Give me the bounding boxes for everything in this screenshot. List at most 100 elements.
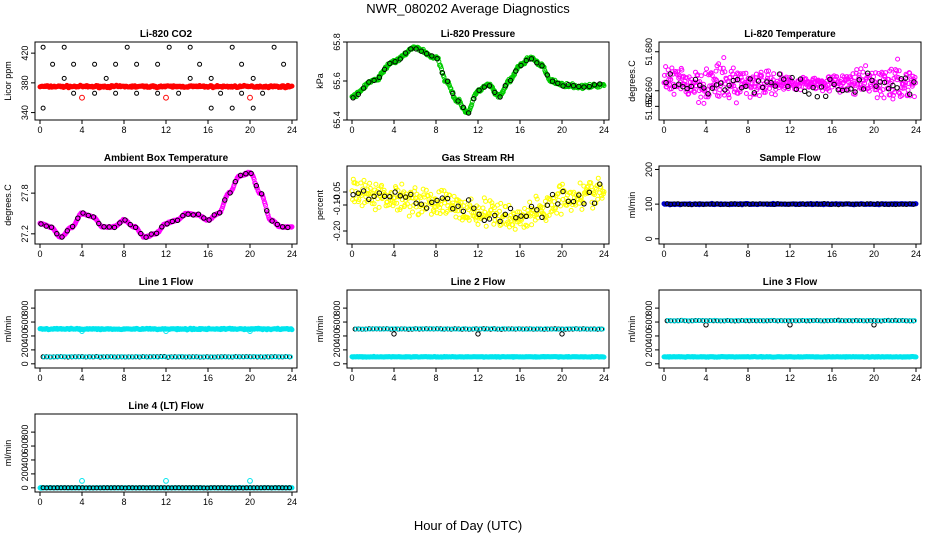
data-point: [80, 210, 86, 216]
data-point: [444, 78, 451, 84]
data-point: [415, 212, 421, 218]
data-point: [595, 175, 601, 181]
data-point: [423, 205, 430, 211]
data-point: [743, 83, 749, 90]
data-point: [507, 205, 514, 212]
data-point: [540, 205, 546, 211]
y-tick-label: 51.652: [644, 93, 654, 121]
data-point: [362, 182, 368, 188]
x-tick-label: 16: [515, 373, 525, 383]
data-point: [471, 96, 477, 102]
x-tick-label: 20: [245, 497, 255, 507]
data-point: [155, 90, 161, 96]
chart-p4: Ambient Box Temperature degrees.C 0 4 8 12 16 2…: [3, 153, 298, 259]
data-point: [570, 202, 575, 208]
data-point: [64, 228, 71, 234]
data-point: [264, 208, 270, 214]
data-point: [250, 75, 256, 81]
data-point: [579, 206, 585, 212]
y-tick-label: 800: [644, 301, 654, 316]
data-point: [355, 91, 361, 98]
data-point: [716, 61, 722, 67]
x-tick-label: 8: [745, 249, 750, 259]
data-point: [571, 189, 577, 195]
data-point: [539, 214, 545, 221]
x-tick-label: 12: [785, 125, 795, 135]
data-point: [187, 75, 193, 81]
data-point: [684, 85, 690, 92]
data-point: [476, 211, 482, 218]
data-point: [176, 90, 182, 96]
data-point: [528, 203, 535, 210]
data-point: [557, 183, 563, 189]
data-point: [850, 71, 856, 77]
data-point: [873, 70, 879, 76]
data-point: [697, 82, 703, 89]
data-point: [271, 44, 277, 50]
data-point: [387, 194, 393, 200]
x-tick-label: 24: [287, 125, 297, 135]
data-point: [722, 87, 728, 93]
data-point: [222, 197, 228, 203]
chart-p9: Line 3 Flow ml/min 0 4 8 12 16 20 24 0 20040060080…: [627, 277, 922, 383]
data-point: [508, 217, 514, 223]
x-tick-label: 16: [827, 373, 837, 383]
data-point: [558, 211, 564, 217]
data-point: [195, 211, 202, 217]
data-point: [169, 218, 176, 225]
data-point: [371, 193, 377, 200]
chart-title: Li-820 Temperature: [744, 29, 836, 40]
x-tick-label: 4: [391, 249, 396, 259]
data-point: [469, 102, 475, 108]
data-point: [419, 209, 425, 215]
data-point: [680, 84, 686, 90]
data-point: [418, 48, 424, 54]
data-point: [565, 198, 571, 205]
data-point: [894, 68, 900, 74]
data-point: [260, 90, 266, 96]
data-point: [510, 222, 516, 228]
data-point: [445, 199, 451, 205]
data-point: [492, 89, 498, 96]
data-point: [734, 76, 741, 83]
data-point: [776, 71, 783, 77]
data-point: [688, 83, 694, 90]
data-point: [529, 222, 535, 228]
chart-title: Line 3 Flow: [763, 277, 818, 288]
data-point: [394, 200, 400, 206]
data-point: [740, 71, 746, 77]
data-point: [881, 95, 887, 101]
data-point: [155, 61, 161, 67]
x-tick-label: 24: [599, 125, 609, 135]
data-point: [289, 83, 295, 89]
data-point: [772, 92, 778, 98]
data-point: [455, 98, 461, 104]
data-point: [667, 71, 673, 77]
data-point: [890, 92, 896, 98]
data-point: [818, 84, 825, 90]
data-point: [90, 214, 97, 220]
data-point: [886, 86, 892, 92]
data-point: [450, 206, 456, 212]
data-point: [279, 224, 286, 230]
data-point: [163, 94, 169, 101]
data-point: [665, 72, 671, 78]
plot-frame: [34, 413, 298, 493]
data-point: [515, 209, 521, 215]
x-tick-label: 4: [79, 125, 84, 135]
data-point: [402, 202, 408, 208]
x-tick-label: 24: [287, 373, 297, 383]
data-point: [362, 200, 368, 206]
data-point: [732, 86, 738, 92]
data-point: [565, 82, 571, 88]
data-point: [208, 105, 214, 111]
data-point: [912, 74, 918, 80]
data-point: [201, 215, 207, 221]
plot-frame: [346, 41, 610, 121]
data-point: [411, 188, 417, 194]
data-point: [787, 322, 793, 328]
data-point: [586, 83, 592, 90]
data-point: [518, 62, 524, 69]
data-point: [61, 75, 67, 81]
x-tick-label: 20: [869, 249, 879, 259]
